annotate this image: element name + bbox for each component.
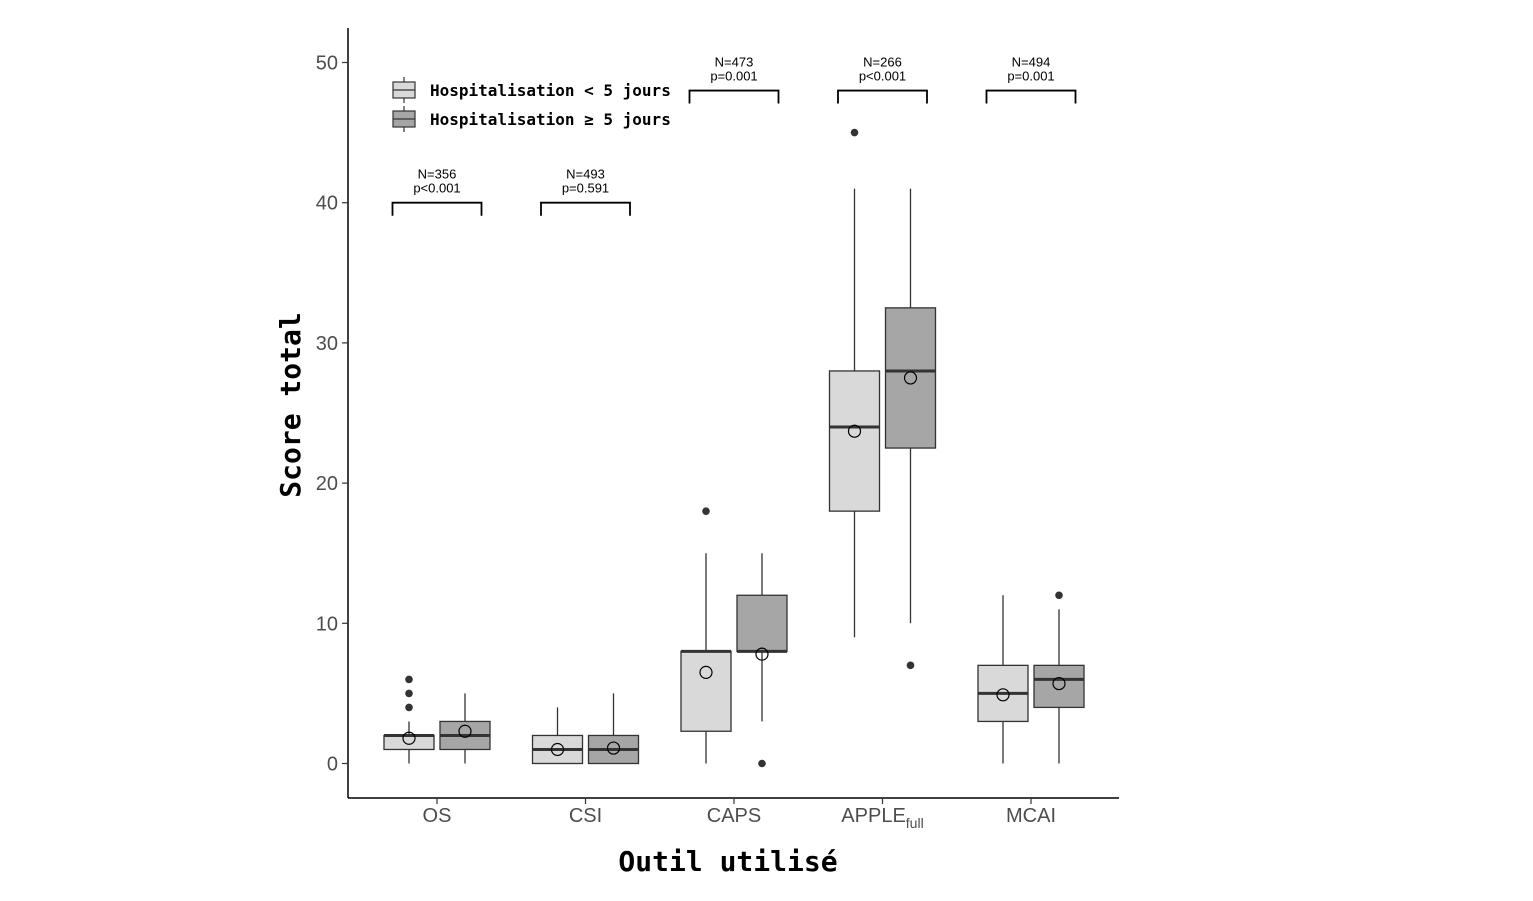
significance-bracket [985, 89, 1077, 104]
box [383, 734, 435, 751]
annotation-n: N=266 [863, 55, 902, 70]
outlier-point [850, 128, 859, 137]
mean-marker [458, 724, 472, 738]
mean-marker [402, 731, 416, 745]
outlier-point [405, 675, 413, 684]
mean-marker [1052, 676, 1066, 691]
box [884, 307, 937, 449]
outlier-point [758, 759, 766, 768]
legend-label: Hospitalisation < 5 jours [430, 81, 671, 100]
box [680, 650, 732, 732]
annotation-n: N=494 [1012, 55, 1051, 70]
x-tick-label: MCAI [1006, 805, 1056, 827]
significance-bracket [391, 201, 483, 216]
legend: Hospitalisation < 5 jours Hospitalisation… [392, 77, 671, 132]
x-tick-label: APPLEfull [841, 805, 923, 831]
outlier-point [405, 689, 413, 698]
outlier-point [702, 507, 710, 515]
x-axis-title: Outil utilisé [618, 845, 837, 878]
y-tick-label: 50 [316, 53, 338, 75]
y-axis-title: Score total [274, 312, 307, 497]
significance-bracket [540, 201, 631, 216]
y-axis: 0 10 20 30 40 50 [316, 28, 349, 798]
annotation-p: p<0.001 [413, 181, 460, 196]
box [1033, 664, 1085, 709]
annotation-n: N=356 [418, 167, 457, 182]
x-tick-label: CAPS [707, 805, 761, 827]
mean-marker [903, 371, 918, 385]
outlier-point [405, 703, 413, 712]
significance-bracket [837, 89, 928, 104]
mean-marker [755, 647, 769, 661]
mean-marker [550, 742, 565, 757]
box [736, 594, 788, 652]
annotation-n: N=473 [715, 55, 754, 70]
mean-marker [699, 665, 713, 679]
annotation-p: p=0.001 [710, 69, 757, 84]
significance-bracket [688, 89, 780, 104]
annotation-n: N=493 [566, 167, 605, 182]
x-axis: OS CSI CAPS APPLEfull MCAI [348, 797, 1119, 831]
x-tick-label: OS [423, 805, 452, 827]
outlier-point [906, 661, 915, 670]
y-tick-label: 10 [316, 613, 338, 635]
mean-marker [847, 424, 862, 438]
y-tick-label: 20 [316, 473, 338, 495]
x-tick-label: CSI [569, 805, 602, 827]
mean-marker [606, 741, 621, 755]
box [828, 370, 881, 512]
annotation-p: p<0.001 [859, 69, 906, 84]
legend-label: Hospitalisation ≥ 5 jours [430, 110, 671, 129]
plot-area: N=356p<0.001N=493p=0.591N=473p=0.001N=26… [383, 55, 1085, 768]
annotation-p: p=0.001 [1007, 69, 1054, 84]
y-tick-label: 30 [316, 333, 338, 355]
annotation-p: p=0.591 [562, 181, 609, 196]
y-tick-label: 0 [327, 754, 338, 776]
outlier-point [1055, 591, 1063, 600]
mean-marker [996, 688, 1010, 702]
y-tick-label: 40 [316, 193, 338, 215]
